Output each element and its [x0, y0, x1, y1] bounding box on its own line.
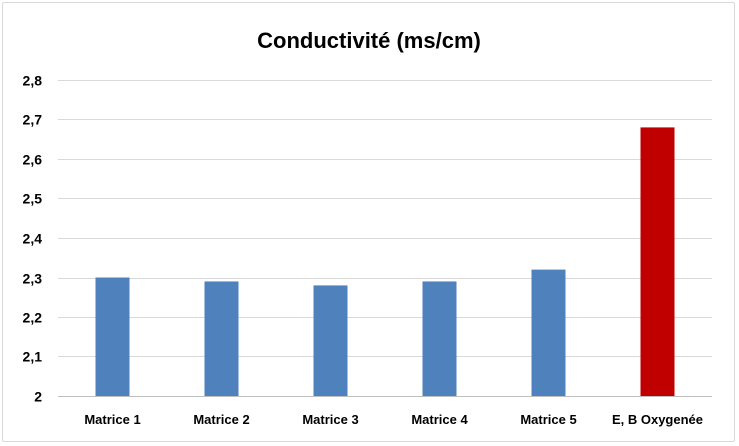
- y-tick-label: 2,2: [23, 310, 43, 326]
- x-tick-label: Matrice 5: [520, 412, 576, 427]
- y-tick-label: 2: [34, 389, 42, 405]
- x-tick-label: Matrice 4: [411, 412, 468, 427]
- gridlines: [58, 80, 712, 397]
- bar-6: [640, 127, 675, 397]
- x-tick-label: Matrice 3: [302, 412, 358, 427]
- y-axis-ticks: 2 2,1 2,2 2,3 2,4 2,5 2,6 2,7 2,8: [23, 73, 43, 405]
- bar-2: [204, 281, 239, 396]
- chart-title: Conductivité (ms/cm): [257, 28, 481, 53]
- bar-4: [422, 281, 457, 396]
- bar-1: [95, 277, 130, 396]
- bars: [95, 127, 675, 397]
- y-tick-label: 2,5: [23, 191, 43, 207]
- y-tick-label: 2,8: [23, 73, 43, 89]
- x-tick-label: Matrice 2: [193, 412, 249, 427]
- y-tick-label: 2,3: [23, 271, 43, 287]
- x-axis-ticks: Matrice 1 Matrice 2 Matrice 3 Matrice 4 Matr…: [84, 412, 703, 427]
- bar-3: [313, 285, 348, 396]
- bar-5: [531, 269, 566, 396]
- y-tick-label: 2,7: [23, 112, 43, 128]
- x-tick-label: Matrice 1: [84, 412, 140, 427]
- x-tick-label: E, B Oxygenée: [612, 412, 703, 427]
- y-tick-label: 2,4: [23, 231, 43, 247]
- y-tick-label: 2,6: [23, 152, 43, 168]
- y-tick-label: 2,1: [23, 349, 43, 365]
